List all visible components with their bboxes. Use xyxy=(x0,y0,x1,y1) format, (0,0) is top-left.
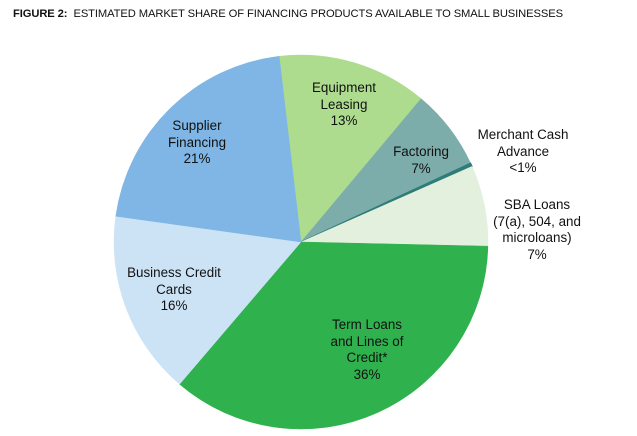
label-line: (7(a), 504, and xyxy=(493,213,581,229)
label-value: 21% xyxy=(183,151,211,166)
label-value: 13% xyxy=(330,113,358,128)
label-value: 36% xyxy=(353,366,381,382)
label-line: Financing xyxy=(167,134,227,150)
pie-slice-bcc xyxy=(113,215,302,385)
label-line: Merchant Cash xyxy=(477,127,569,142)
label-line: microloans) xyxy=(502,230,572,245)
label-value: 7% xyxy=(527,246,547,262)
label-line: Term Loans xyxy=(332,317,402,332)
label-line: and Lines of xyxy=(330,333,404,349)
label-term-loans: Term Loans and Lines of Credit* 36% xyxy=(331,317,404,383)
label-line: Supplier xyxy=(172,118,222,133)
label-supplier-financing: Supplier Financing 21% xyxy=(168,118,226,168)
label-line: Factoring xyxy=(393,144,449,159)
label-line: Cards xyxy=(156,281,192,297)
label-line: Equipment xyxy=(311,80,377,95)
label-equipment-leasing: Equipment Leasing 13% xyxy=(312,80,376,130)
label-value: <1% xyxy=(509,160,537,175)
label-line: SBA Loans xyxy=(503,197,571,212)
figure-title-text: ESTIMATED MARKET SHARE OF FINANCING PROD… xyxy=(73,8,563,20)
label-merchant-cash-advance: Merchant Cash Advance <1% xyxy=(478,127,569,177)
pie-slice-term xyxy=(179,241,489,430)
label-business-credit-cards: Business Credit Cards 16% xyxy=(127,265,221,315)
label-line: Credit* xyxy=(346,350,388,365)
label-line: Leasing xyxy=(320,96,368,112)
label-factoring: Factoring 7% xyxy=(393,144,449,177)
pie-slice-supplier xyxy=(115,56,302,243)
label-line: Advance xyxy=(496,143,550,159)
figure-title: FIGURE 2: ESTIMATED MARKET SHARE OF FINA… xyxy=(13,8,563,20)
label-value: 16% xyxy=(160,298,188,313)
label-line: Business Credit xyxy=(127,265,221,280)
label-sba-loans: SBA Loans (7(a), 504, and microloans) 7% xyxy=(493,197,581,263)
label-value: 7% xyxy=(411,160,431,176)
figure-number: FIGURE 2: xyxy=(13,8,68,20)
pie-slice-equipment xyxy=(278,54,422,243)
